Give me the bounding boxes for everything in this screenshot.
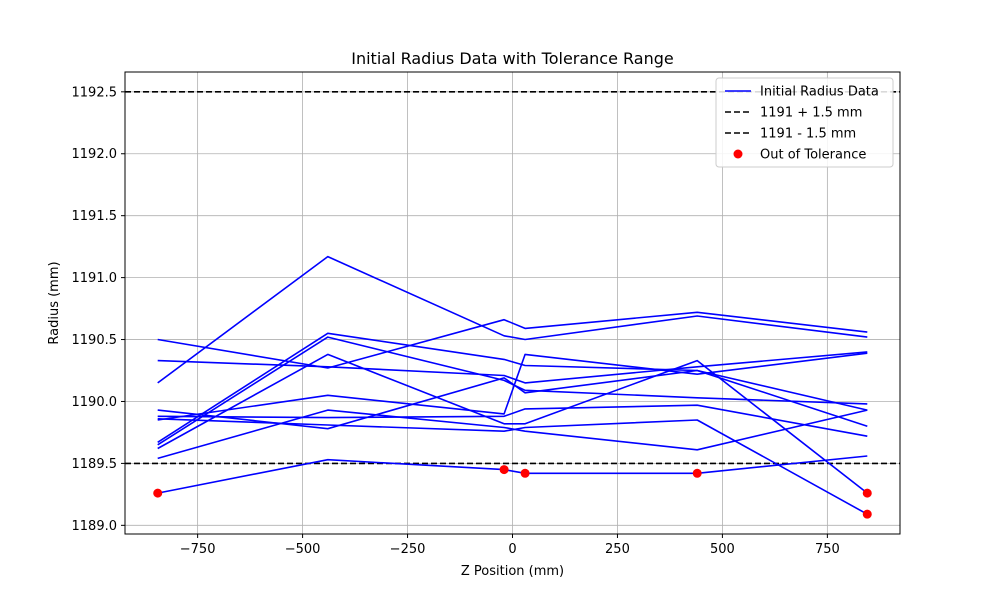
x-tick-label: 250 [605, 542, 630, 557]
radius-series-line [157, 369, 868, 430]
out-of-tolerance-point [153, 488, 163, 498]
radius-series-line [157, 255, 868, 384]
radius-series-line [157, 352, 868, 421]
out-of-tolerance-point [862, 488, 872, 498]
radius-series-line [157, 332, 868, 443]
legend-label: 1191 - 1.5 mm [760, 127, 856, 142]
legend-label: Initial Radius Data [760, 85, 879, 100]
y-tick-label: 1191.5 [72, 209, 118, 224]
y-tick-label: 1191.0 [72, 271, 118, 286]
legend-box [715, 77, 894, 168]
y-tick-label: 1189.0 [72, 519, 118, 534]
y-tick-label: 1192.5 [72, 85, 118, 100]
radius-series-line [157, 455, 868, 494]
y-tick-label: 1190.5 [72, 333, 118, 348]
radius-series-line [157, 351, 868, 384]
x-tick-label: −250 [390, 542, 426, 557]
x-tick-label: −750 [180, 542, 216, 557]
y-tick-label: 1192.0 [72, 147, 118, 162]
radius-series-line [157, 311, 868, 369]
tolerance-lines [125, 91, 900, 465]
legend-label: 1191 + 1.5 mm [760, 106, 862, 121]
y-axis-label: Radius (mm) [47, 261, 62, 344]
x-tick-label: 750 [815, 542, 840, 557]
x-tick-label: −500 [285, 542, 321, 557]
radius-series-line [157, 409, 868, 460]
y-tick-label: 1190.0 [72, 395, 118, 410]
y-tick-label: 1189.5 [72, 457, 118, 472]
out-of-tolerance-point [862, 509, 872, 519]
out-of-tolerance-point [692, 468, 702, 478]
x-tick-label: 0 [508, 542, 516, 557]
axis-ticks: −750 −500 −250 0 250 500 750 1189.0 1189.5 1190.0… [72, 85, 840, 557]
series-lines [157, 255, 868, 515]
legend-swatch [733, 149, 743, 159]
radius-series-line [157, 353, 868, 494]
chart-title: Initial Radius Data with Tolerance Range [351, 49, 674, 68]
legend: Initial Radius Data 1191 + 1.5 mm 1191 - 1… [715, 77, 894, 168]
out-of-tolerance-point [499, 465, 509, 475]
out-of-tolerance-points [153, 465, 872, 519]
out-of-tolerance-point [520, 468, 530, 478]
x-tick-label: 500 [710, 542, 735, 557]
legend-label: Out of Tolerance [760, 148, 866, 163]
x-axis-label: Z Position (mm) [461, 564, 564, 579]
